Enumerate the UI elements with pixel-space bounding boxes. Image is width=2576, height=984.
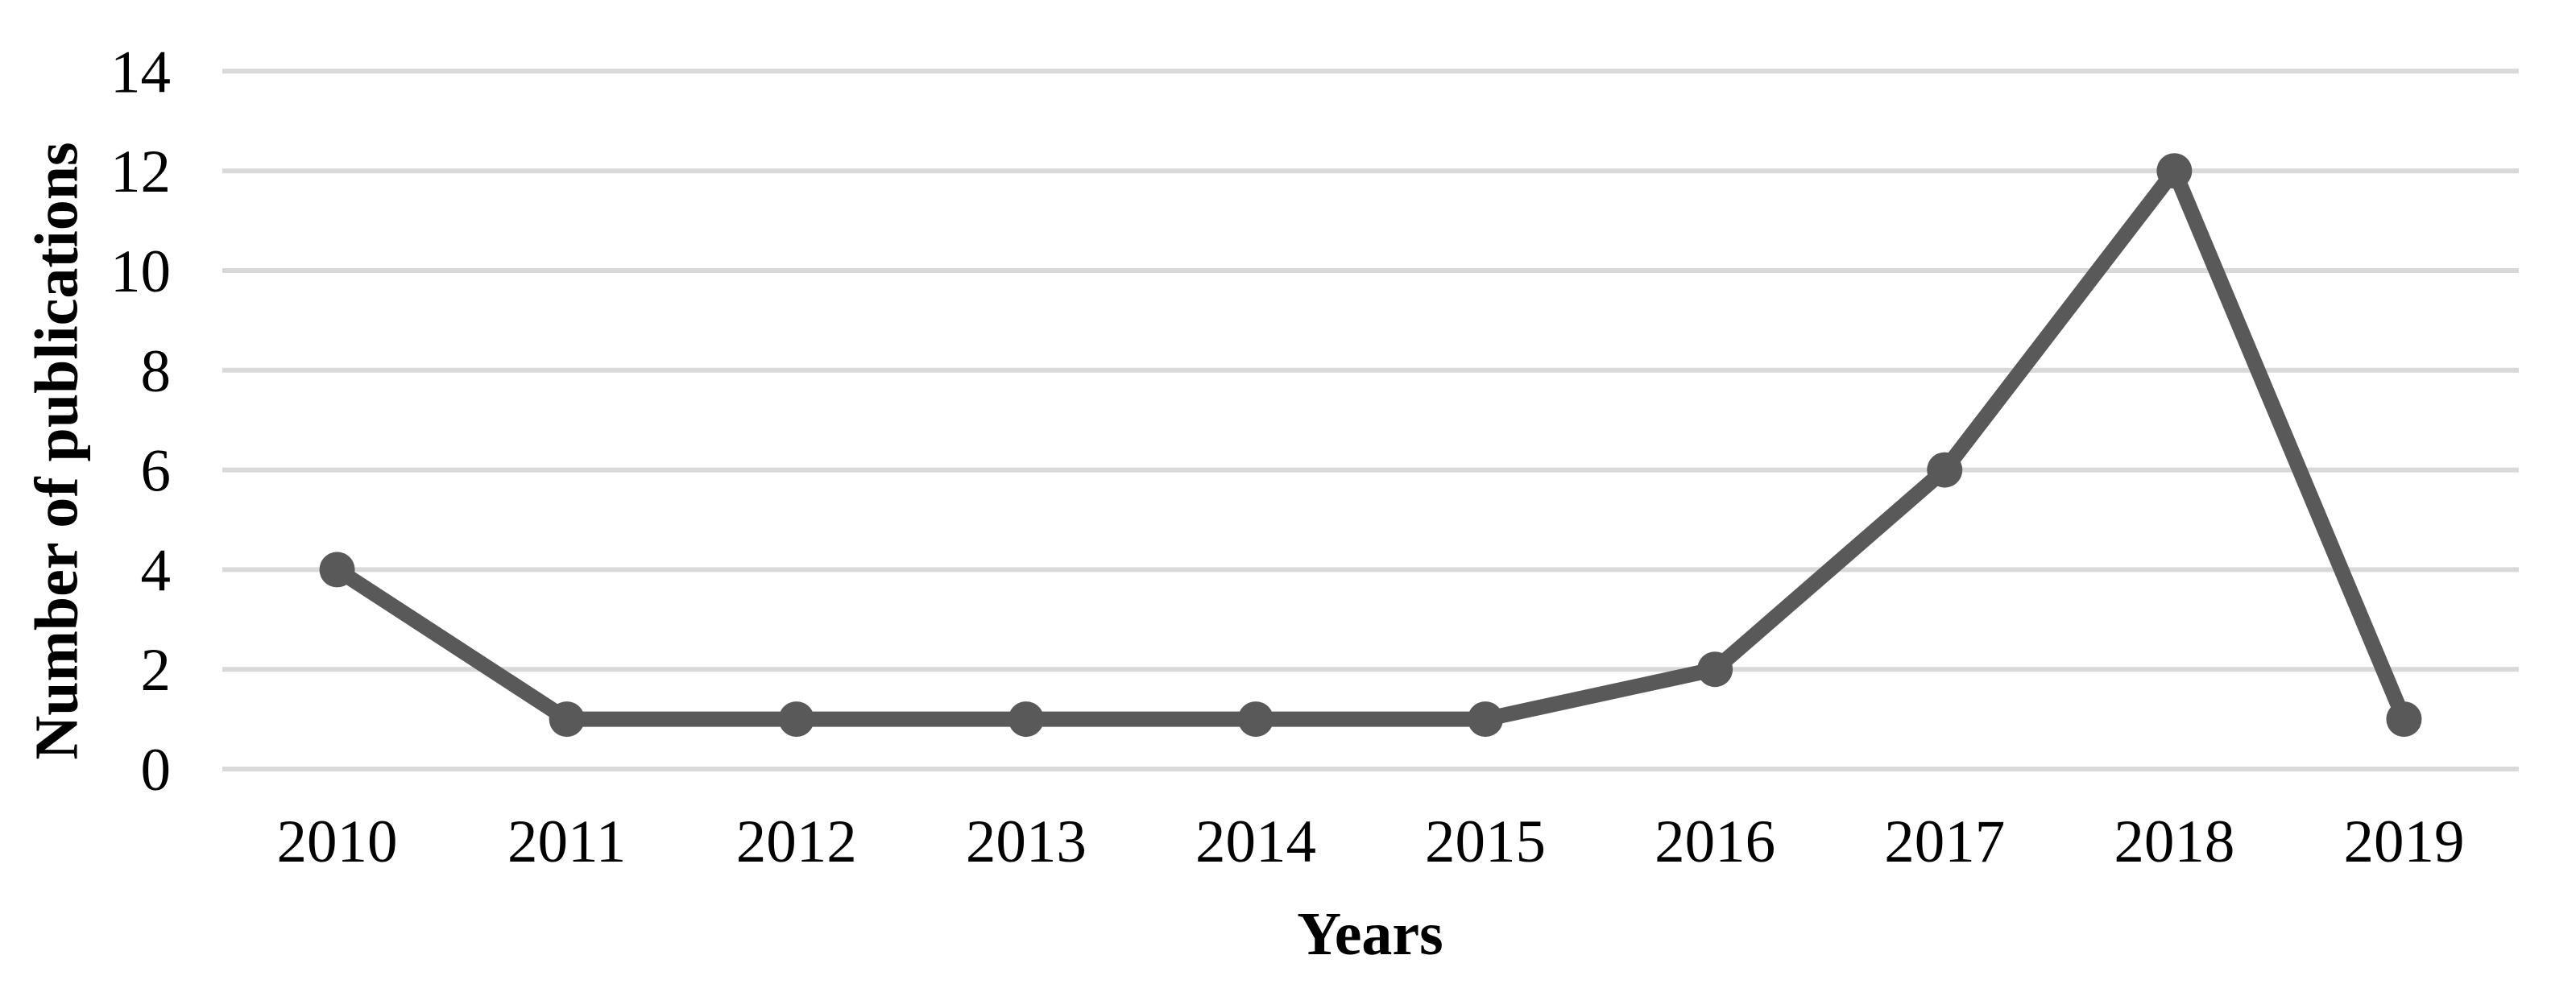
- data-point-marker-2013: [1008, 701, 1044, 738]
- data-point-marker-2015: [1468, 701, 1504, 738]
- series-markers: [319, 153, 2422, 738]
- x-tick-label-2019: 2019: [2343, 808, 2464, 875]
- data-point-marker-2010: [319, 552, 355, 588]
- series-line-path: [329, 163, 2412, 727]
- x-tick-label-2018: 2018: [2114, 808, 2234, 875]
- x-tick-label-2017: 2017: [1884, 808, 2005, 875]
- data-point-marker-2012: [778, 701, 814, 738]
- x-tick-label-2013: 2013: [966, 808, 1087, 875]
- x-tick-label-2015: 2015: [1425, 808, 1546, 875]
- data-point-marker-2019: [2386, 701, 2422, 738]
- data-point-marker-2018: [2156, 153, 2193, 189]
- y-tick-label-2: 2: [141, 637, 172, 704]
- y-tick-label-6: 6: [141, 438, 172, 505]
- x-axis-tick-labels: 2010 2011 2012 2013 2014 2015 2016 2017 2018 2019: [277, 808, 2465, 875]
- y-tick-label-10: 10: [110, 238, 171, 305]
- x-tick-label-2010: 2010: [277, 808, 398, 875]
- x-tick-label-2014: 2014: [1195, 808, 1316, 875]
- series-line: [329, 163, 2412, 727]
- y-tick-label-14: 14: [110, 39, 171, 105]
- y-tick-label-12: 12: [110, 139, 171, 205]
- data-point-marker-2011: [549, 701, 585, 738]
- data-point-marker-2017: [1927, 452, 1963, 488]
- data-point-marker-2016: [1697, 651, 1733, 688]
- x-tick-label-2012: 2012: [736, 808, 857, 875]
- gridlines: [222, 68, 2519, 771]
- y-axis-title: Number of publications: [23, 142, 90, 759]
- y-tick-label-4: 4: [141, 537, 172, 604]
- x-axis-title: Years: [1297, 900, 1443, 968]
- y-axis-tick-labels: 0 2 4 6 8 10 12 14: [110, 39, 171, 804]
- x-tick-label-2011: 2011: [507, 808, 626, 875]
- x-tick-label-2016: 2016: [1655, 808, 1775, 875]
- data-point-marker-2014: [1237, 701, 1274, 738]
- y-tick-label-8: 8: [141, 338, 172, 405]
- y-tick-label-0: 0: [141, 737, 172, 804]
